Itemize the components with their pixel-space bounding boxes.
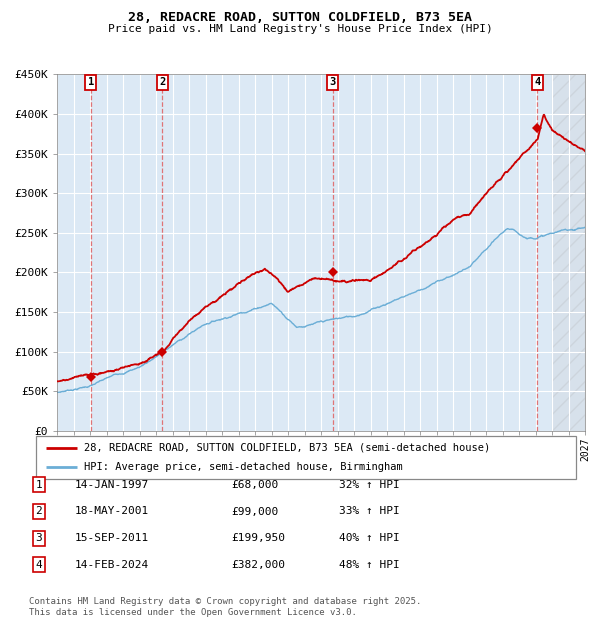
- Text: 40% ↑ HPI: 40% ↑ HPI: [339, 533, 400, 543]
- Text: 28, REDACRE ROAD, SUTTON COLDFIELD, B73 5EA: 28, REDACRE ROAD, SUTTON COLDFIELD, B73 …: [128, 11, 472, 24]
- Text: 33% ↑ HPI: 33% ↑ HPI: [339, 507, 400, 516]
- Text: 18-MAY-2001: 18-MAY-2001: [75, 507, 149, 516]
- Text: 32% ↑ HPI: 32% ↑ HPI: [339, 480, 400, 490]
- Text: 4: 4: [535, 78, 541, 87]
- Text: 4: 4: [35, 560, 43, 570]
- Text: £99,000: £99,000: [231, 507, 278, 516]
- Text: 1: 1: [35, 480, 43, 490]
- Text: 3: 3: [329, 78, 336, 87]
- Text: 3: 3: [35, 533, 43, 543]
- Text: 14-FEB-2024: 14-FEB-2024: [75, 560, 149, 570]
- Text: 28, REDACRE ROAD, SUTTON COLDFIELD, B73 5EA (semi-detached house): 28, REDACRE ROAD, SUTTON COLDFIELD, B73 …: [83, 443, 490, 453]
- Text: £68,000: £68,000: [231, 480, 278, 490]
- Text: Price paid vs. HM Land Registry's House Price Index (HPI): Price paid vs. HM Land Registry's House …: [107, 24, 493, 33]
- Text: Contains HM Land Registry data © Crown copyright and database right 2025.
This d: Contains HM Land Registry data © Crown c…: [29, 598, 421, 617]
- Text: £382,000: £382,000: [231, 560, 285, 570]
- Bar: [552, 74, 585, 431]
- Text: 48% ↑ HPI: 48% ↑ HPI: [339, 560, 400, 570]
- Text: 1: 1: [88, 78, 94, 87]
- Text: HPI: Average price, semi-detached house, Birmingham: HPI: Average price, semi-detached house,…: [83, 463, 402, 472]
- Text: 14-JAN-1997: 14-JAN-1997: [75, 480, 149, 490]
- Text: 2: 2: [35, 507, 43, 516]
- Text: £199,950: £199,950: [231, 533, 285, 543]
- Text: 15-SEP-2011: 15-SEP-2011: [75, 533, 149, 543]
- Text: 2: 2: [159, 78, 166, 87]
